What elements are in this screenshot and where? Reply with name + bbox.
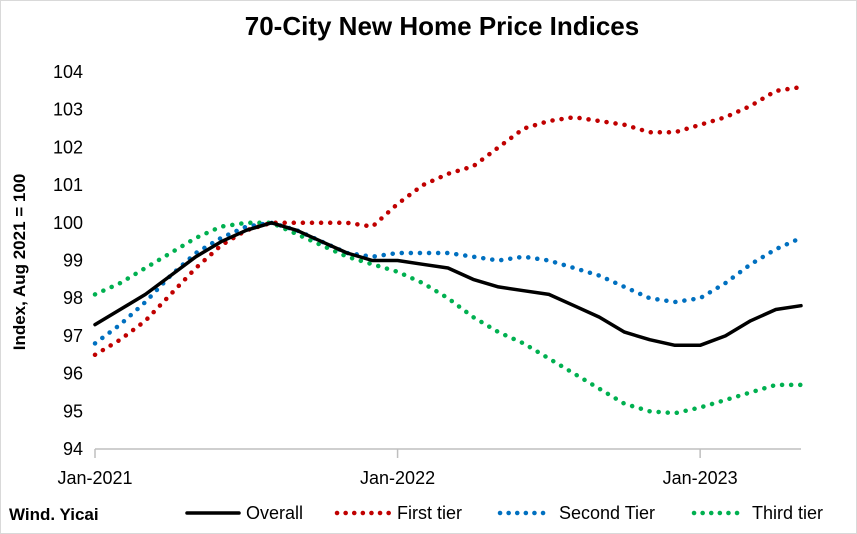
x-tick-label: Jan-2021 (57, 468, 132, 488)
x-tick-label: Jan-2022 (360, 468, 435, 488)
series-group (92, 84, 804, 416)
y-tick-label: 101 (53, 175, 83, 195)
x-axis: Jan-2021 Jan-2022 Jan-2023 (57, 448, 801, 488)
y-tick-label: 102 (53, 137, 83, 157)
y-tick-label: 104 (53, 62, 83, 82)
y-tick-label: 94 (63, 439, 83, 459)
series-line-overall (93, 221, 803, 348)
y-axis: 94 95 96 97 98 99 100 101 102 103 104 (53, 62, 83, 459)
y-tick-label: 97 (63, 326, 83, 346)
x-tick-label: Jan-2023 (663, 468, 738, 488)
series-line-first-tier (92, 84, 804, 358)
y-tick-label: 98 (63, 288, 83, 308)
y-tick-label: 103 (53, 100, 83, 120)
legend-label-first-tier: First tier (397, 503, 462, 523)
chart-title: 70-City New Home Price Indices (245, 11, 639, 41)
legend: Overall First tier Second Tier Third tier (185, 503, 823, 523)
series-line-second-tier (92, 220, 804, 346)
y-tick-label: 96 (63, 364, 83, 384)
source-label: Wind. Yicai (9, 505, 99, 524)
y-tick-label: 99 (63, 251, 83, 271)
legend-label-overall: Overall (246, 503, 303, 523)
y-axis-label: Index, Aug 2021 = 100 (10, 174, 29, 351)
y-tick-label: 95 (63, 401, 83, 421)
legend-label-second-tier: Second Tier (559, 503, 655, 523)
legend-label-third-tier: Third tier (752, 503, 823, 523)
y-tick-label: 100 (53, 213, 83, 233)
